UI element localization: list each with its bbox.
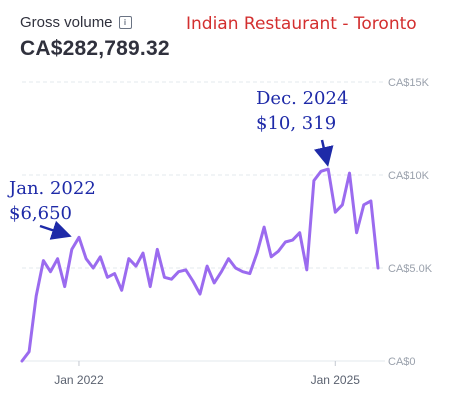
annotation-arrow <box>313 139 334 167</box>
gross-volume-total: CA$282,789.32 <box>20 37 170 60</box>
y-tick-label: CA$0 <box>388 356 416 368</box>
chart-title: Gross volume <box>20 14 113 31</box>
annotation-label: $10, 319 <box>256 113 336 134</box>
annotation-arrow <box>39 220 72 240</box>
y-tick-label: CA$5.0K <box>388 263 433 275</box>
annotation-label: Dec. 2024 <box>256 88 348 109</box>
info-icon[interactable]: i <box>118 16 132 29</box>
y-tick-label: CA$10K <box>388 170 430 182</box>
x-tick-label: Jan 2025 <box>311 373 361 387</box>
series-line <box>20 167 380 363</box>
annotation-label: $6,650 <box>9 203 72 224</box>
restaurant-label: Indian Restaurant - Toronto <box>186 14 417 34</box>
chart-header: Gross volume i CA$282,789.32 <box>20 14 170 61</box>
y-tick-label: CA$15K <box>388 77 430 89</box>
x-tick-label: Jan 2022 <box>54 373 104 387</box>
annotation-label: Jan. 2022 <box>7 178 96 199</box>
